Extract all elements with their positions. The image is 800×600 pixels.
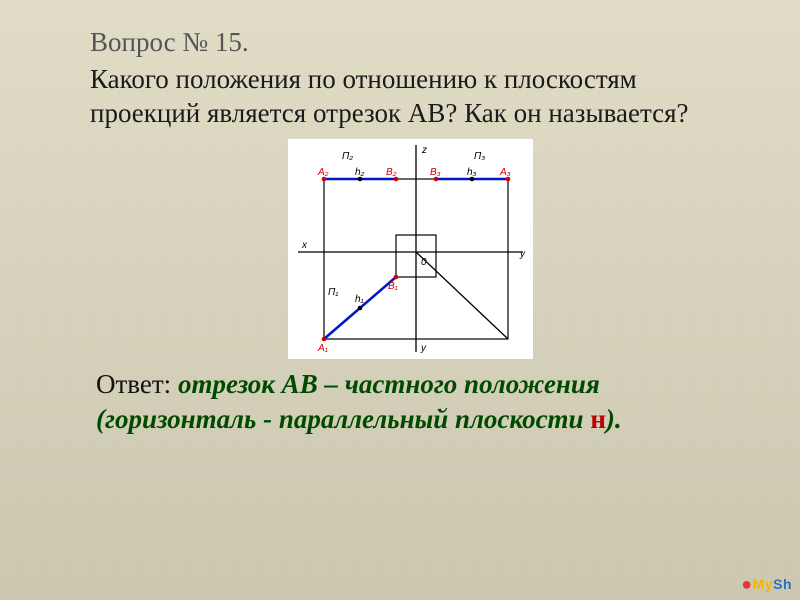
projection-diagram: A₂ B₂ B₃ A₃ h₂ h₃ A₁ B₁ h₁ z x y y 0 П₂ П₃ П₁ xyxy=(288,139,533,359)
svg-text:П₃: П₃ xyxy=(474,151,485,162)
svg-text:0: 0 xyxy=(421,257,427,268)
svg-text:h₃: h₃ xyxy=(467,167,477,178)
slide: Вопрос № 15. Какого положения по отношен… xyxy=(0,0,800,600)
svg-text:h₁: h₁ xyxy=(355,294,364,305)
answer-highlight: н xyxy=(590,404,606,434)
watermark-dot-icon: ● xyxy=(741,574,752,594)
question-number: Вопрос № 15. xyxy=(90,26,730,60)
svg-text:П₂: П₂ xyxy=(342,151,353,162)
svg-text:B₃: B₃ xyxy=(430,167,441,178)
question-text: Какого положения по отношению к плоскост… xyxy=(90,62,730,131)
answer-label: Ответ: xyxy=(96,369,178,399)
svg-text:A₃: A₃ xyxy=(499,167,511,178)
diagram-container: A₂ B₂ B₃ A₃ h₂ h₃ A₁ B₁ h₁ z x y y 0 П₂ П₃ П₁ xyxy=(90,139,730,359)
svg-text:z: z xyxy=(421,145,427,156)
watermark-part1: My xyxy=(753,576,773,592)
svg-text:A₂: A₂ xyxy=(317,167,329,178)
diagram-svg: A₂ B₂ B₃ A₃ h₂ h₃ A₁ B₁ h₁ z x y y 0 П₂ П₃ П₁ xyxy=(288,139,533,359)
svg-text:B₁: B₁ xyxy=(388,281,398,292)
svg-text:B₂: B₂ xyxy=(386,167,397,178)
svg-text:П₁: П₁ xyxy=(328,287,338,298)
svg-text:y: y xyxy=(519,249,526,260)
svg-text:y: y xyxy=(420,343,427,354)
answer-block: Ответ: отрезок АВ – частного положения (… xyxy=(90,367,730,437)
watermark: ●MySh xyxy=(741,573,792,594)
svg-text:h₂: h₂ xyxy=(355,167,365,178)
svg-text:A₁: A₁ xyxy=(317,343,328,354)
watermark-part2: Sh xyxy=(773,576,792,592)
svg-text:x: x xyxy=(301,240,308,251)
answer-post: ). xyxy=(606,404,622,434)
